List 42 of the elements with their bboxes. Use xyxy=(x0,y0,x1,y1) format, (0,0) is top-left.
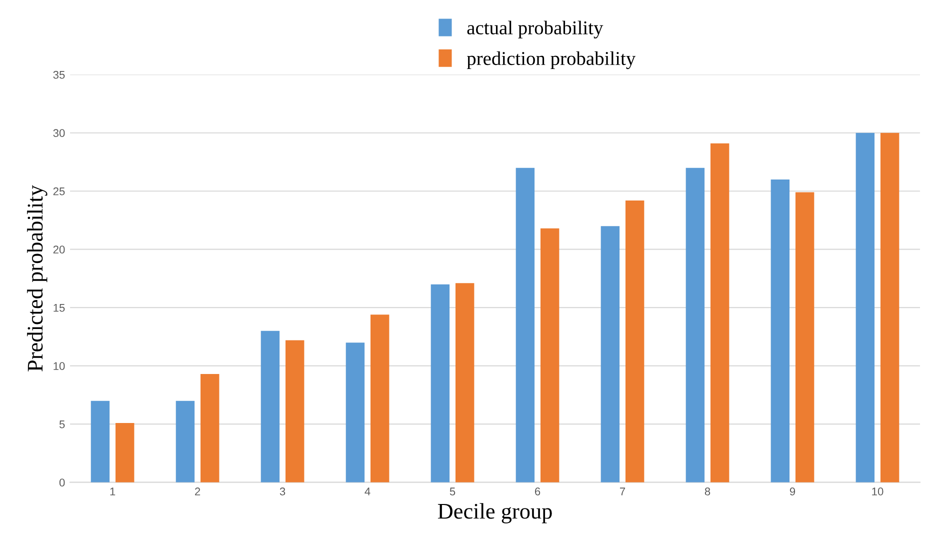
y-tick-label: 20 xyxy=(53,246,65,254)
x-tick-label: 2 xyxy=(195,488,200,496)
bar xyxy=(795,192,814,482)
bar xyxy=(600,226,620,482)
bar xyxy=(200,374,220,482)
x-tick-label: 7 xyxy=(620,488,626,496)
x-tick-label: 6 xyxy=(534,488,540,496)
bar xyxy=(260,330,280,482)
y-tick-label: 5 xyxy=(59,420,65,428)
bar xyxy=(456,283,474,482)
x-tick-label: 10 xyxy=(872,488,884,496)
bar xyxy=(430,284,450,482)
y-tick-label: 25 xyxy=(53,187,65,196)
y-tick-label: 15 xyxy=(54,304,65,312)
y-tick-label: 10 xyxy=(54,362,65,370)
bar xyxy=(286,340,304,482)
bar xyxy=(625,200,644,482)
x-tick-label: 4 xyxy=(364,488,370,496)
bar xyxy=(370,314,390,482)
bar xyxy=(176,400,195,482)
x-tick-label: 8 xyxy=(704,488,710,496)
bar xyxy=(516,168,535,482)
bar xyxy=(856,132,875,482)
bar xyxy=(686,168,705,482)
bar xyxy=(880,132,900,482)
bar xyxy=(90,400,110,482)
x-axis-title: Decile group xyxy=(438,503,552,524)
bar xyxy=(346,342,365,482)
x-tick-label: 5 xyxy=(450,488,456,496)
bar xyxy=(710,143,730,482)
y-tick-label: 0 xyxy=(59,478,65,486)
legend-label: prediction probability xyxy=(466,51,636,70)
bar xyxy=(116,422,134,482)
y-axis-title: Predicted probability xyxy=(27,185,48,372)
bar xyxy=(540,228,560,482)
legend-label: actual probability xyxy=(467,20,604,38)
x-tick-label: 9 xyxy=(790,488,796,496)
y-tick-label: 30 xyxy=(53,129,65,138)
x-tick-label: 3 xyxy=(280,488,286,496)
bar xyxy=(770,179,790,482)
y-tick-label: 35 xyxy=(53,70,65,79)
x-tick-label: 1 xyxy=(110,488,116,496)
